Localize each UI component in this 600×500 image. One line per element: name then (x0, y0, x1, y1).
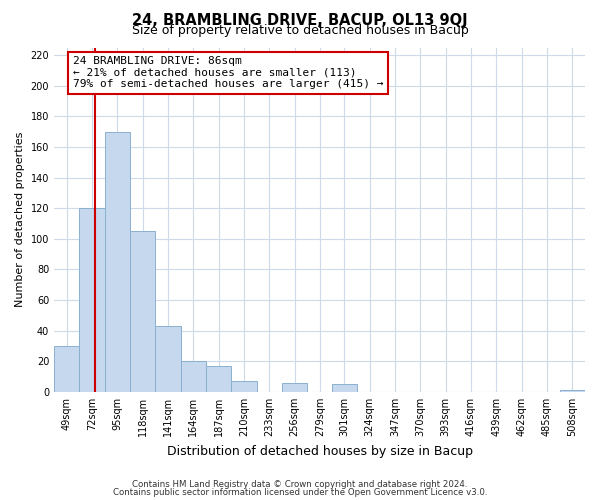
Text: Contains HM Land Registry data © Crown copyright and database right 2024.: Contains HM Land Registry data © Crown c… (132, 480, 468, 489)
Bar (282, 382, 307, 392)
Text: 24 BRAMBLING DRIVE: 86sqm
← 21% of detached houses are smaller (113)
79% of semi: 24 BRAMBLING DRIVE: 86sqm ← 21% of detac… (73, 56, 383, 90)
Bar (206, 366, 232, 392)
Bar (130, 231, 155, 392)
Y-axis label: Number of detached properties: Number of detached properties (15, 132, 25, 308)
Text: 24, BRAMBLING DRIVE, BACUP, OL13 9QJ: 24, BRAMBLING DRIVE, BACUP, OL13 9QJ (132, 12, 468, 28)
X-axis label: Distribution of detached houses by size in Bacup: Distribution of detached houses by size … (167, 444, 473, 458)
Bar (181, 362, 206, 392)
Bar (232, 381, 257, 392)
Bar (79, 208, 105, 392)
Bar (560, 390, 585, 392)
Text: Size of property relative to detached houses in Bacup: Size of property relative to detached ho… (131, 24, 469, 37)
Text: Contains public sector information licensed under the Open Government Licence v3: Contains public sector information licen… (113, 488, 487, 497)
Bar (54, 346, 79, 392)
Bar (155, 326, 181, 392)
Bar (332, 384, 357, 392)
Bar (105, 132, 130, 392)
